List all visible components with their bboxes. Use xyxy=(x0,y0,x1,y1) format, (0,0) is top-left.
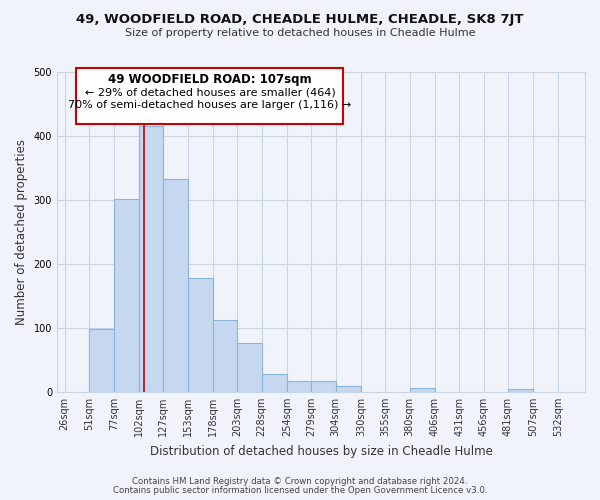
Bar xyxy=(115,199,139,392)
Bar xyxy=(76,68,343,124)
Text: Contains HM Land Registry data © Crown copyright and database right 2024.: Contains HM Land Registry data © Crown c… xyxy=(132,477,468,486)
Bar xyxy=(287,381,311,392)
Bar xyxy=(335,386,361,392)
Bar xyxy=(262,374,287,392)
Text: 49, WOODFIELD ROAD, CHEADLE HULME, CHEADLE, SK8 7JT: 49, WOODFIELD ROAD, CHEADLE HULME, CHEAD… xyxy=(76,12,524,26)
Text: Size of property relative to detached houses in Cheadle Hulme: Size of property relative to detached ho… xyxy=(125,28,475,38)
Bar xyxy=(311,381,335,392)
Text: Contains public sector information licensed under the Open Government Licence v3: Contains public sector information licen… xyxy=(113,486,487,495)
Y-axis label: Number of detached properties: Number of detached properties xyxy=(15,138,28,324)
Text: 49 WOODFIELD ROAD: 107sqm: 49 WOODFIELD ROAD: 107sqm xyxy=(108,72,311,86)
Bar xyxy=(213,320,237,392)
Bar xyxy=(410,388,435,392)
Bar xyxy=(237,342,262,392)
Text: ← 29% of detached houses are smaller (464): ← 29% of detached houses are smaller (46… xyxy=(85,87,335,97)
Bar xyxy=(508,390,533,392)
Bar xyxy=(163,179,188,392)
Text: 70% of semi-detached houses are larger (1,116) →: 70% of semi-detached houses are larger (… xyxy=(68,100,352,110)
Bar xyxy=(139,126,163,392)
X-axis label: Distribution of detached houses by size in Cheadle Hulme: Distribution of detached houses by size … xyxy=(149,444,493,458)
Bar xyxy=(188,278,213,392)
Bar xyxy=(89,329,115,392)
